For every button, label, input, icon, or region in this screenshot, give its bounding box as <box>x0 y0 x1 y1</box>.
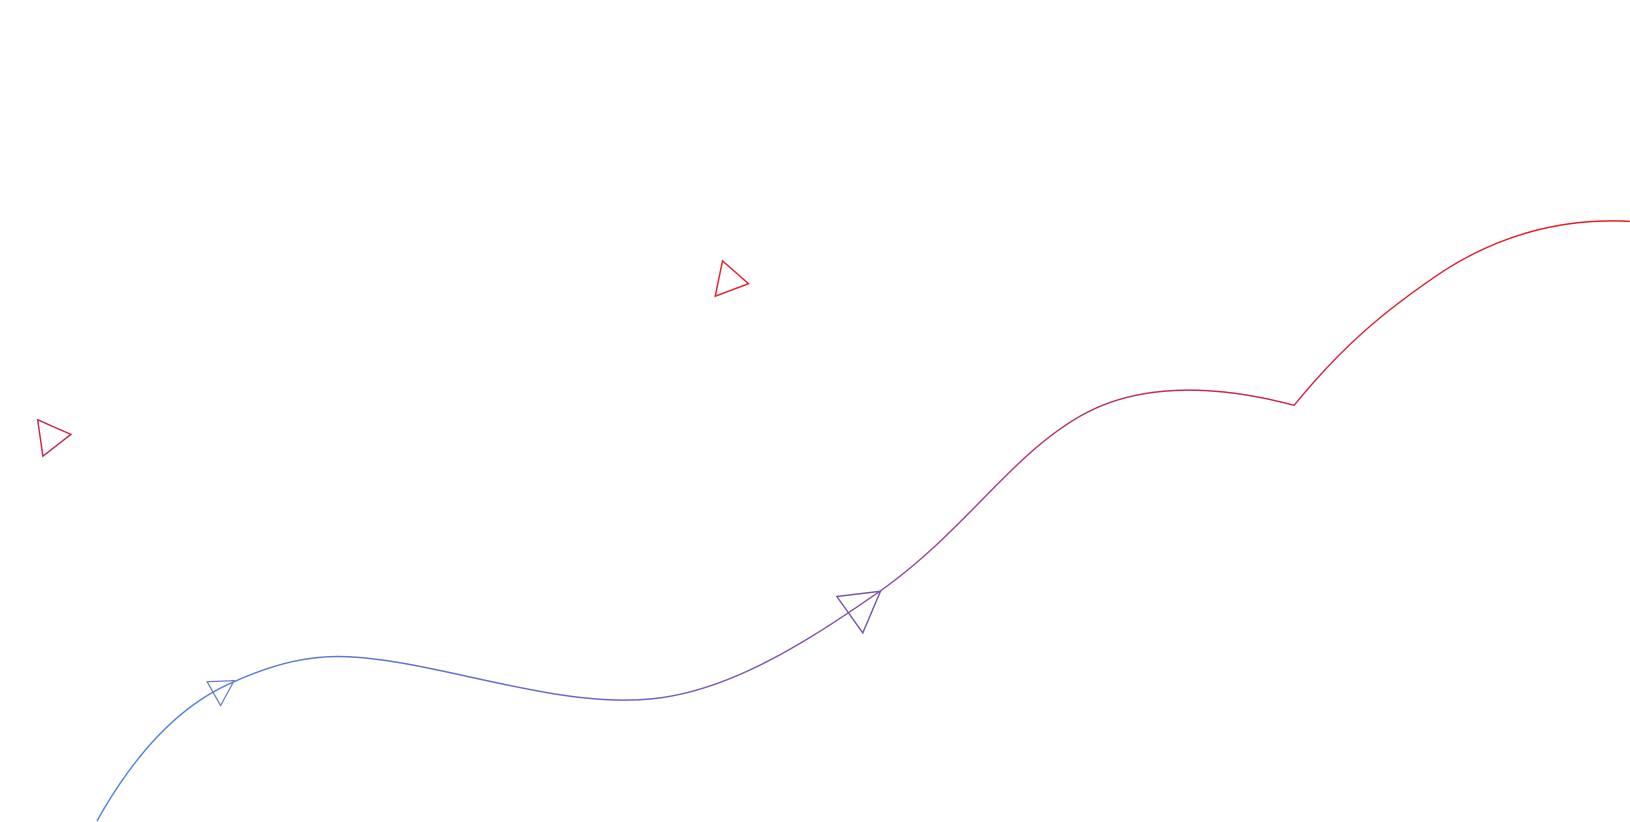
triangle <box>714 259 750 298</box>
triangle <box>206 680 236 707</box>
triangle <box>36 418 73 458</box>
wave-line <box>96 220 1630 822</box>
triangle <box>835 590 882 635</box>
